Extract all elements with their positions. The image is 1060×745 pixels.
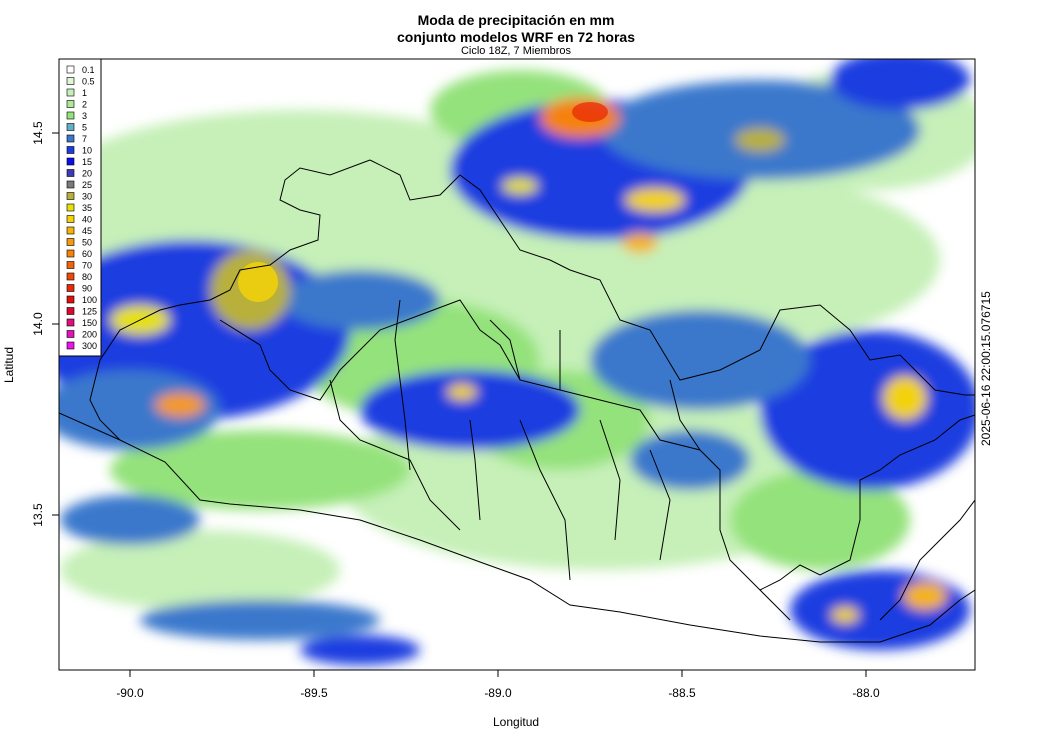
legend-label: 2: [82, 100, 87, 110]
legend-swatch: [66, 318, 75, 327]
legend-label: 70: [82, 261, 92, 271]
legend-label: 15: [82, 157, 92, 167]
legend-swatch: [66, 295, 75, 304]
x-axis: -90.0 -89.5 -89.0 -88.5 -88.0: [116, 669, 880, 700]
legend-swatch: [66, 341, 75, 350]
legend-swatch: [66, 88, 75, 97]
legend-label: 80: [82, 272, 92, 282]
coastline: [59, 412, 975, 643]
x-tick-label: -89.0: [484, 686, 512, 700]
legend-swatch: [66, 203, 75, 212]
legend-swatch: [66, 123, 75, 131]
x-tick-label: -88.0: [852, 686, 880, 700]
legend-label: 150: [82, 318, 97, 328]
legend-label: 50: [82, 238, 92, 248]
legend-label: 45: [82, 226, 92, 236]
legend-swatch: [66, 77, 75, 85]
gulf-coast: [759, 499, 975, 621]
timestamp: 2025-06-16 22:00:15.076715: [979, 291, 993, 446]
legend-swatch: [66, 134, 75, 143]
x-axis-title: Longitud: [493, 715, 540, 729]
legend: 0.10.51235710152025303540455060708090100…: [58, 58, 102, 357]
el-salvador-north: [219, 299, 791, 621]
legend-swatch: [66, 65, 75, 74]
title-line-1: Moda de precipitación en mm: [417, 12, 615, 28]
legend-swatch: [66, 146, 75, 154]
legend-label: 10: [82, 146, 92, 156]
legend-label: 5: [82, 123, 87, 133]
y-tick-label: 14.0: [31, 312, 45, 336]
legend-label: 200: [82, 330, 97, 340]
y-axis-title: Latitud: [2, 346, 16, 383]
honduras-border: [369, 159, 975, 396]
legend-label: 125: [82, 307, 97, 317]
x-tick-label: -89.5: [300, 686, 328, 700]
x-tick-label: -88.5: [668, 686, 696, 700]
country-borders: [59, 159, 975, 643]
x-tick-label: -90.0: [116, 686, 144, 700]
legend-label: 35: [82, 203, 92, 213]
legend-swatch: [66, 157, 75, 166]
legend-swatch: [66, 284, 75, 292]
department-lines: [329, 299, 701, 581]
nicaragua-border: [859, 414, 975, 520]
precipitation-field: [59, 59, 975, 670]
y-axis: 14.5 14.0 13.5: [31, 121, 59, 527]
title-line-2: conjunto modelos WRF en 72 horas: [396, 29, 636, 45]
legend-swatch: [66, 307, 75, 315]
legend-swatch: [66, 100, 75, 108]
legend-swatch: [66, 180, 75, 189]
legend-label: 7: [82, 134, 87, 144]
subtitle: Ciclo 18Z, 7 Miembros: [460, 45, 572, 57]
legend-swatch: [66, 238, 75, 246]
y-tick-label: 13.5: [31, 503, 45, 527]
legend-label: 0.5: [82, 77, 95, 87]
legend-swatch: [66, 249, 75, 258]
legend-swatch: [66, 330, 75, 338]
legend-swatch: [66, 192, 75, 200]
legend-label: 100: [82, 295, 97, 305]
legend-swatch: [66, 272, 75, 281]
legend-label: 20: [82, 169, 92, 179]
legend-label: 90: [82, 284, 92, 294]
legend-label: 300: [82, 341, 97, 351]
legend-swatch: [66, 226, 75, 235]
legend-label: 25: [82, 180, 92, 190]
legend-swatch: [66, 169, 75, 177]
legend-label: 3: [82, 111, 87, 121]
legend-swatch: [66, 215, 75, 223]
legend-label: 1: [82, 88, 87, 98]
legend-swatch: [66, 111, 75, 120]
legend-label: 60: [82, 249, 92, 259]
y-tick-label: 14.5: [31, 121, 45, 145]
legend-label: 40: [82, 215, 92, 225]
legend-label: 0.1: [82, 65, 95, 75]
guatemala-border: [89, 159, 371, 441]
legend-label: 30: [82, 192, 92, 202]
legend-swatch: [66, 261, 75, 269]
